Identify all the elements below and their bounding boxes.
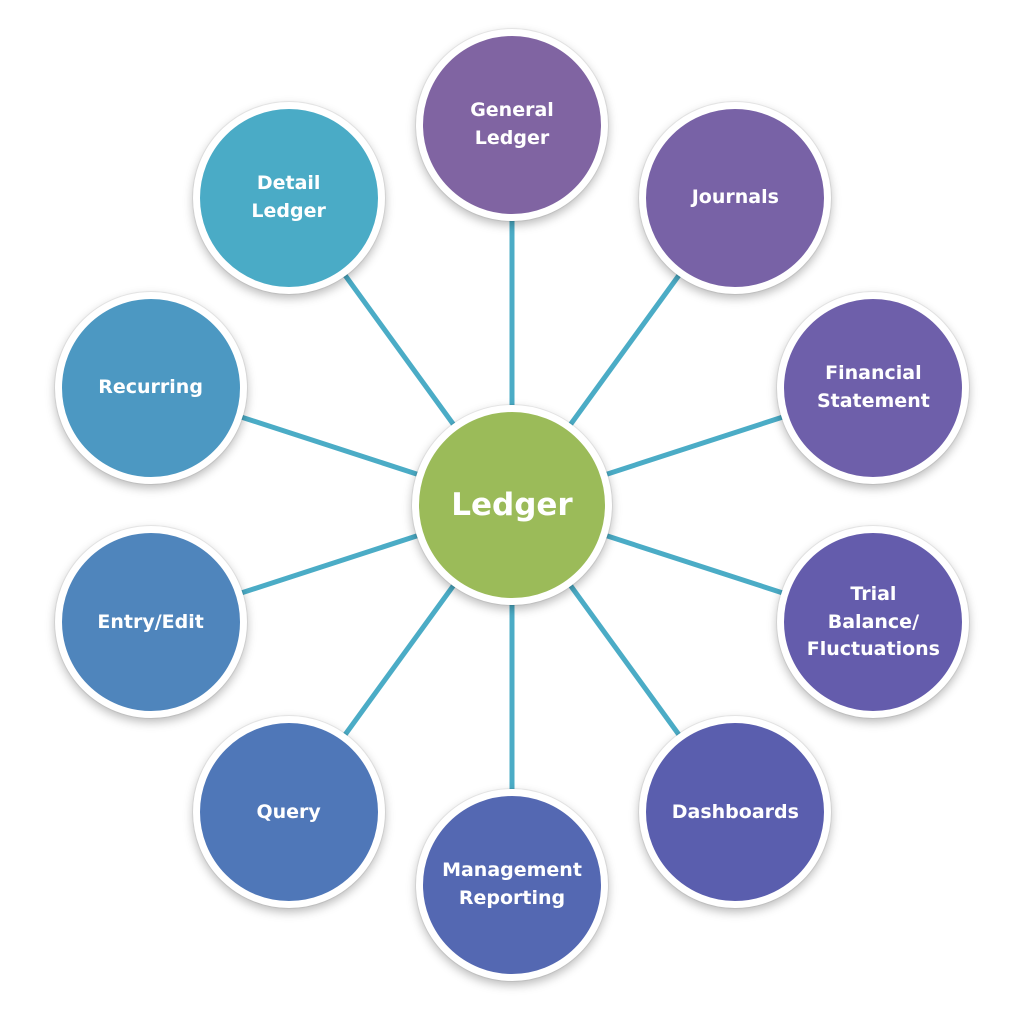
node-label: Financial Statement: [816, 362, 930, 412]
node-label: Dashboards: [671, 800, 799, 823]
connector-entry-edit: [241, 533, 418, 596]
node-recurring[interactable]: Recurring: [54, 291, 247, 484]
node-dashboards[interactable]: Dashboards: [639, 716, 832, 909]
node-journals[interactable]: Journals: [639, 101, 832, 294]
connector-financial-statement: [606, 414, 783, 477]
node-query[interactable]: Query: [192, 716, 385, 909]
node-label: Journals: [691, 185, 779, 208]
connector-trial-balance-fluctuations: [606, 533, 783, 596]
connector-recurring: [241, 414, 418, 477]
connector-dashboards: [568, 584, 681, 737]
connector-query: [343, 584, 456, 737]
connector-journals: [568, 273, 681, 426]
node-label: Entry/Edit: [97, 610, 204, 633]
node-label: Management Reporting: [442, 859, 582, 909]
node-entry-edit[interactable]: Entry/Edit: [54, 526, 247, 719]
node-trial-balance-fluctuations[interactable]: Trial Balance/ Fluctuations: [777, 526, 970, 719]
node-detail-ledger[interactable]: Detail Ledger: [192, 101, 385, 294]
node-label: Recurring: [98, 375, 203, 398]
node-label: Query: [256, 800, 321, 823]
node-label: Trial Balance/ Fluctuations: [806, 583, 940, 661]
center-node-label: Ledger: [451, 486, 573, 523]
node-financial-statement[interactable]: Financial Statement: [777, 291, 970, 484]
node-management-reporting[interactable]: Management Reporting: [416, 789, 608, 981]
connector-detail-ledger: [343, 273, 456, 426]
center-node-ledger[interactable]: Ledger: [412, 405, 612, 605]
node-label: Detail Ledger: [251, 172, 326, 222]
node-general-ledger[interactable]: General Ledger: [416, 29, 608, 221]
node-label: General Ledger: [470, 99, 554, 149]
